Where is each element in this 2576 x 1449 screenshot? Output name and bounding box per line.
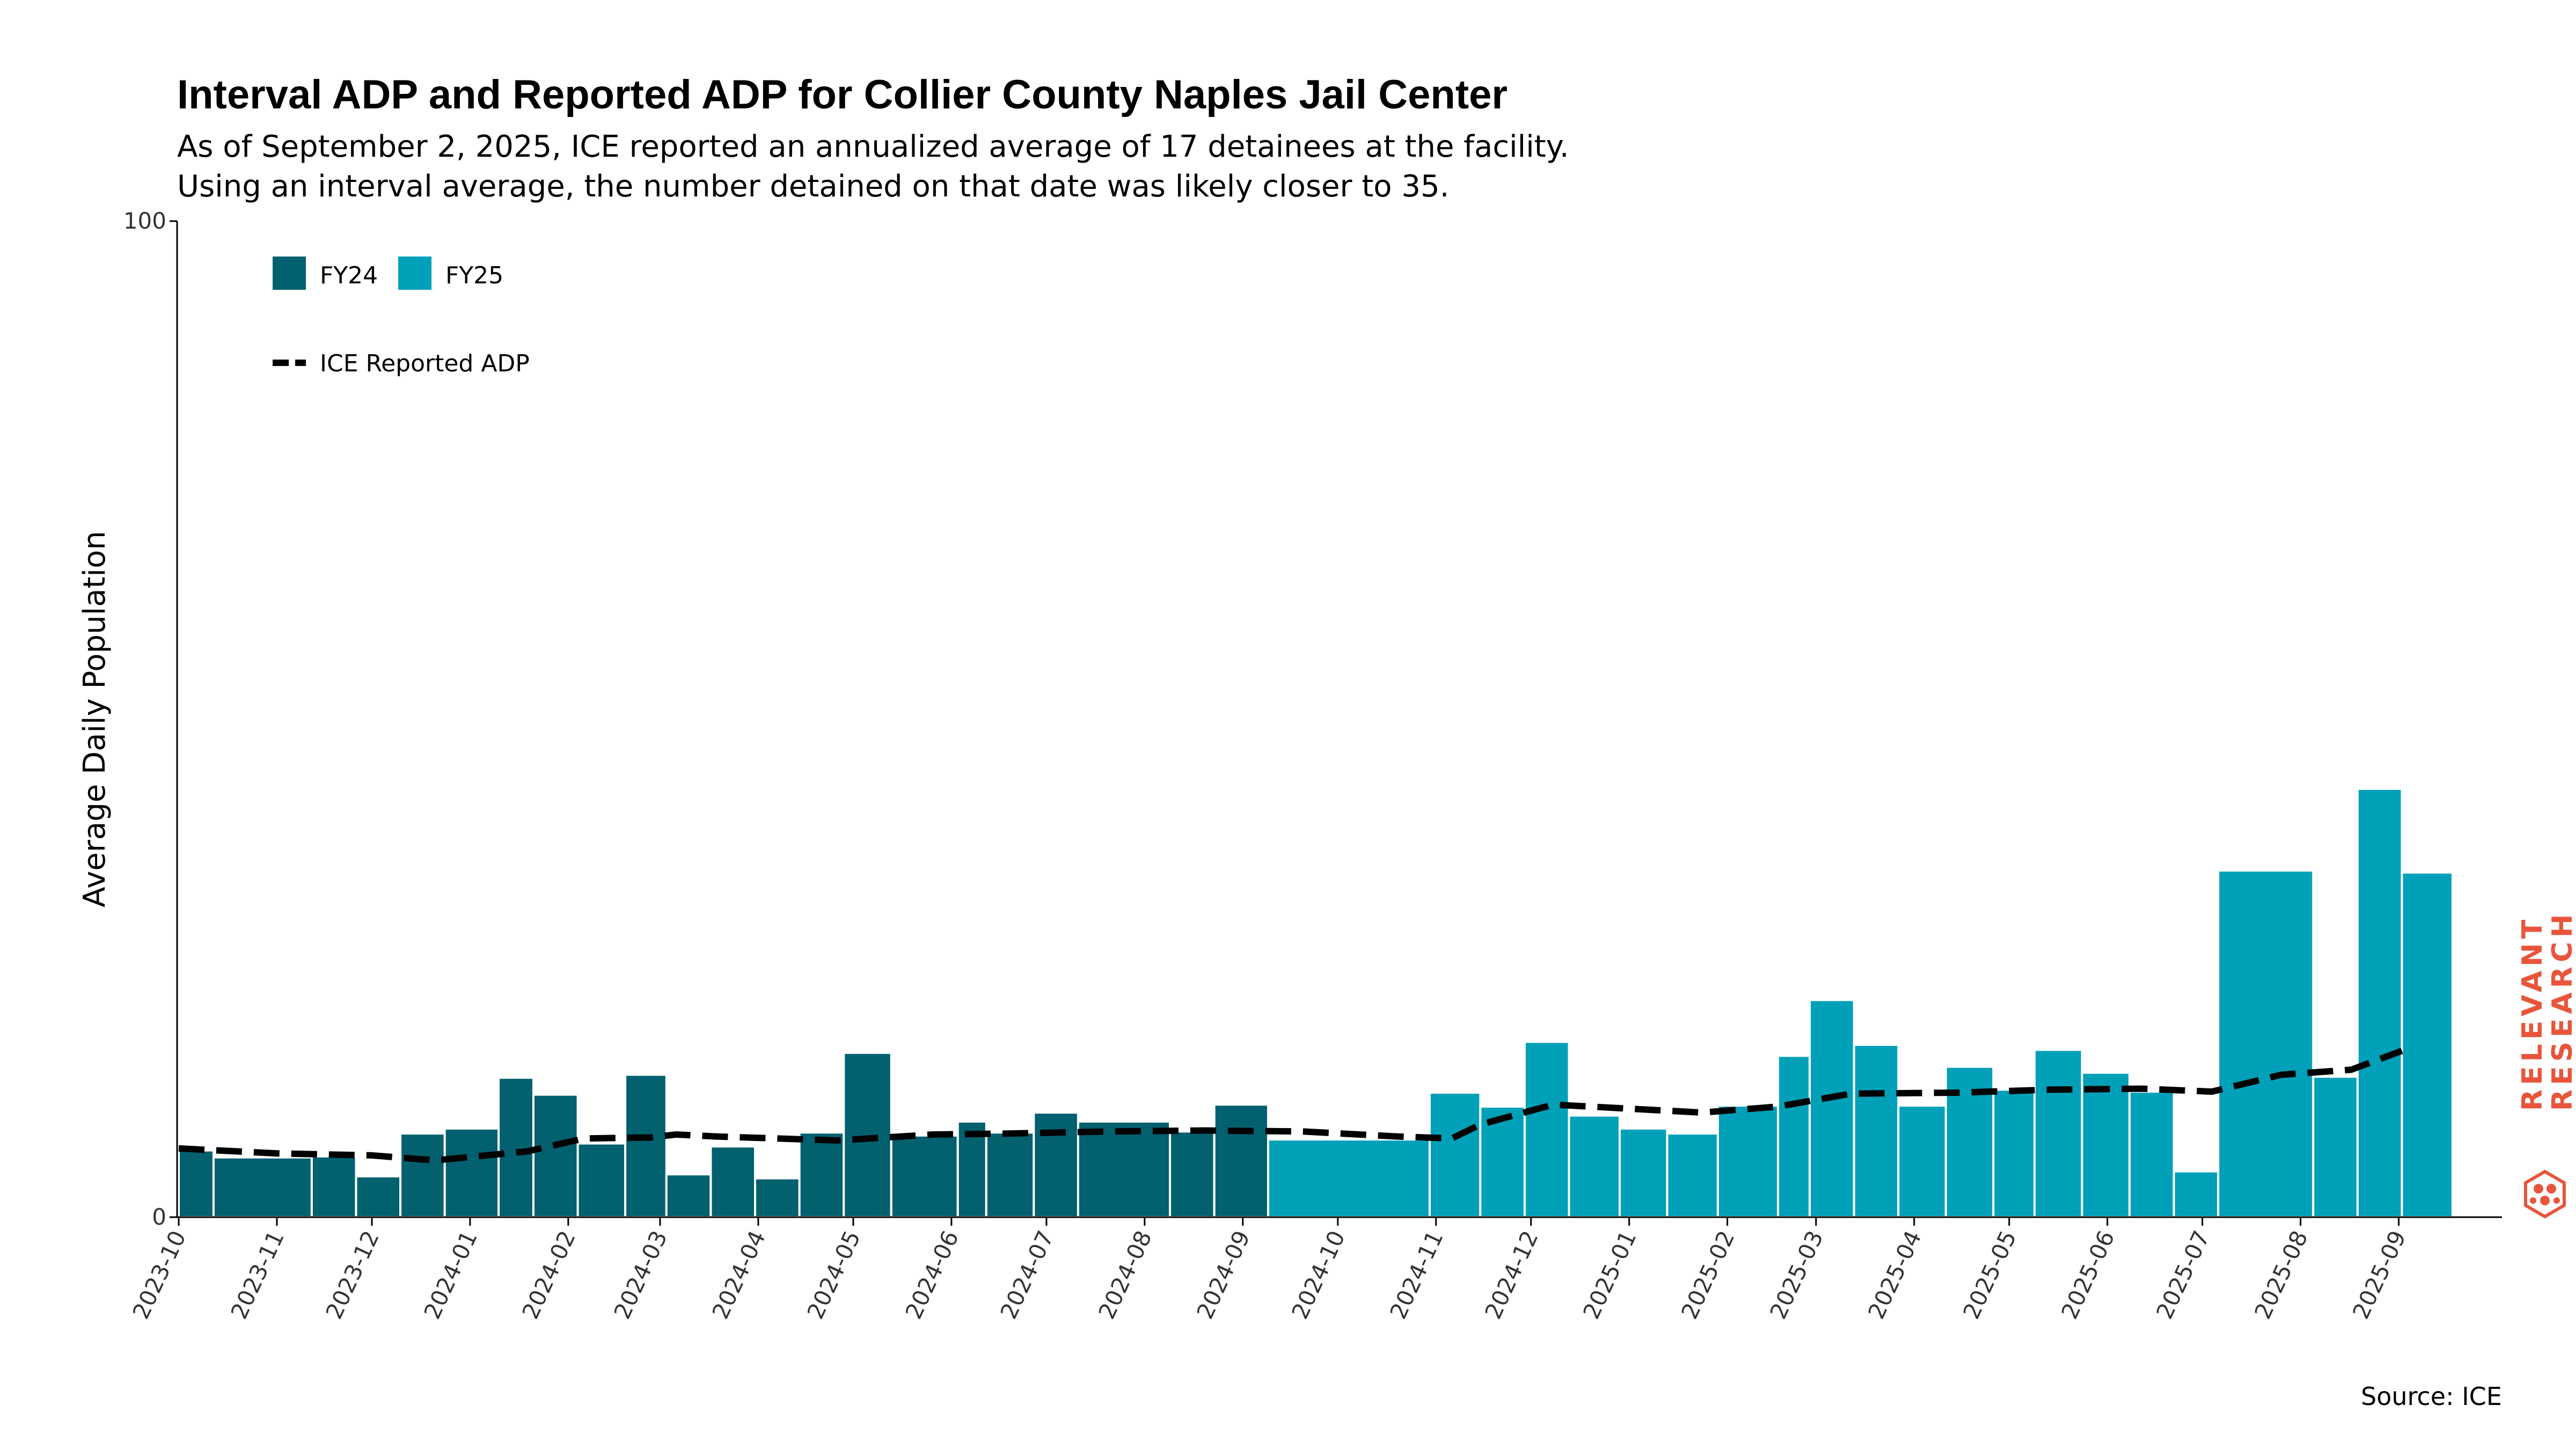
x-tick-label-2025-07: 2025-07	[2151, 1227, 2215, 1323]
y-axis-ticks: 0 100	[123, 208, 177, 1230]
bar-18	[1033, 1111, 1079, 1219]
bar-0	[178, 1149, 215, 1218]
chart-subtitle-line-1: As of September 2, 2025, ICE reported an…	[177, 129, 1569, 164]
bar-23	[1428, 1092, 1482, 1218]
bar-33	[1897, 1104, 1947, 1218]
bar-17	[985, 1131, 1035, 1218]
x-tick-label-2024-09: 2024-09	[1191, 1227, 1255, 1323]
legend-swatch-fy25	[398, 257, 431, 290]
legend-label-fy24: FY24	[320, 262, 378, 289]
bar-36	[2033, 1049, 2083, 1219]
brand-hexagon-icon	[2524, 1169, 2566, 1219]
x-tick-label-2024-01: 2024-01	[419, 1227, 482, 1323]
bar-38	[2128, 1091, 2175, 1219]
x-tick-label-2023-10: 2023-10	[127, 1227, 191, 1323]
bar-41	[2312, 1075, 2359, 1218]
bar-32	[1853, 1043, 1900, 1218]
x-tick-label-2025-02: 2025-02	[1676, 1227, 1740, 1323]
brand-logo: RELEVANTRESEARCH	[2516, 910, 2576, 1219]
bar-35	[1992, 1088, 2036, 1218]
bar-37	[2081, 1071, 2131, 1218]
chart-subtitle-line-2: Using an interval average, the number de…	[177, 169, 1449, 204]
bar-39	[2172, 1170, 2220, 1219]
x-tick-label-2024-05: 2024-05	[802, 1227, 866, 1323]
legend: FY24 FY25 ICE Reported ADP	[273, 257, 530, 377]
x-tick-label-2024-02: 2024-02	[517, 1227, 581, 1323]
bar-14	[843, 1051, 892, 1218]
y-tick-label-0: 0	[152, 1204, 166, 1230]
bar-7	[532, 1093, 579, 1219]
bar-13	[798, 1131, 845, 1218]
x-tick-label-2024-04: 2024-04	[707, 1227, 771, 1323]
bar-12	[754, 1177, 801, 1218]
bar-43	[2401, 871, 2454, 1218]
bar-11	[709, 1145, 757, 1219]
chart-title: Interval ADP and Reported ADP for Collie…	[177, 72, 1507, 118]
x-tick-label-2025-04: 2025-04	[1863, 1227, 1927, 1323]
x-tick-label-2024-08: 2024-08	[1093, 1227, 1157, 1323]
x-tick-label-2024-03: 2024-03	[609, 1227, 672, 1323]
bar-19	[1077, 1120, 1172, 1218]
brand-wordmark: RELEVANTRESEARCH	[2516, 910, 2576, 1111]
x-tick-label-2024-12: 2024-12	[1480, 1227, 1543, 1323]
brand-word-1: RESEARCH	[2546, 910, 2576, 1111]
bar-1	[212, 1156, 313, 1218]
bar-6	[497, 1077, 535, 1219]
ice-reported-adp-line	[178, 1048, 2403, 1164]
bar-3	[355, 1175, 402, 1219]
bar-26	[1568, 1114, 1621, 1218]
x-tick-label-2024-10: 2024-10	[1286, 1227, 1350, 1323]
bar-42	[2356, 787, 2403, 1219]
x-tick-label-2024-06: 2024-06	[900, 1227, 964, 1323]
bar-21	[1213, 1103, 1269, 1218]
x-tick-label-2025-03: 2025-03	[1765, 1227, 1828, 1323]
x-tick-label-2025-05: 2025-05	[1958, 1227, 2022, 1323]
bar-10	[665, 1173, 712, 1218]
bar-2	[310, 1155, 357, 1218]
bar-25	[1523, 1041, 1570, 1218]
x-tick-label-2025-09: 2025-09	[2347, 1227, 2411, 1323]
x-axis-ticks: 2023-10 2023-11 2023-12 2024-01 2024-02 2024-…	[127, 1217, 2411, 1323]
legend-swatch-fy24	[273, 257, 306, 290]
x-tick-label-2025-01: 2025-01	[1578, 1227, 1642, 1323]
bar-4	[399, 1132, 446, 1218]
bar-28	[1666, 1132, 1719, 1218]
bar-8	[576, 1142, 627, 1218]
legend-label-ice-reported-adp: ICE Reported ADP	[320, 350, 530, 377]
y-tick-label-100: 100	[123, 208, 166, 234]
source-note: Source: ICE	[2361, 1382, 2502, 1411]
x-tick-label-2024-11: 2024-11	[1385, 1227, 1448, 1323]
x-tick-label-2025-08: 2025-08	[2249, 1227, 2313, 1323]
x-tick-label-2024-07: 2024-07	[995, 1227, 1059, 1323]
bar-29	[1716, 1104, 1780, 1218]
x-tick-label-2023-11: 2023-11	[225, 1227, 289, 1323]
bar-24	[1479, 1105, 1526, 1218]
bar-27	[1619, 1127, 1668, 1218]
bar-5	[443, 1127, 500, 1218]
bar-22	[1267, 1138, 1431, 1218]
bar-40	[2217, 869, 2315, 1219]
y-axis-label: Average Daily Population	[77, 531, 112, 907]
legend-label-fy25: FY25	[445, 262, 503, 289]
x-tick-label-2025-06: 2025-06	[2056, 1227, 2120, 1323]
bar-20	[1169, 1130, 1216, 1219]
bar-series	[178, 787, 2454, 1219]
bar-31	[1809, 999, 1855, 1218]
bar-16	[956, 1120, 987, 1218]
x-tick-label-2023-12: 2023-12	[320, 1227, 384, 1323]
brand-word-0: RELEVANT	[2516, 916, 2549, 1111]
bar-15	[890, 1134, 959, 1219]
bar-9	[624, 1073, 668, 1219]
bar-30	[1777, 1055, 1811, 1218]
ice-reported-adp-series	[178, 1048, 2403, 1164]
